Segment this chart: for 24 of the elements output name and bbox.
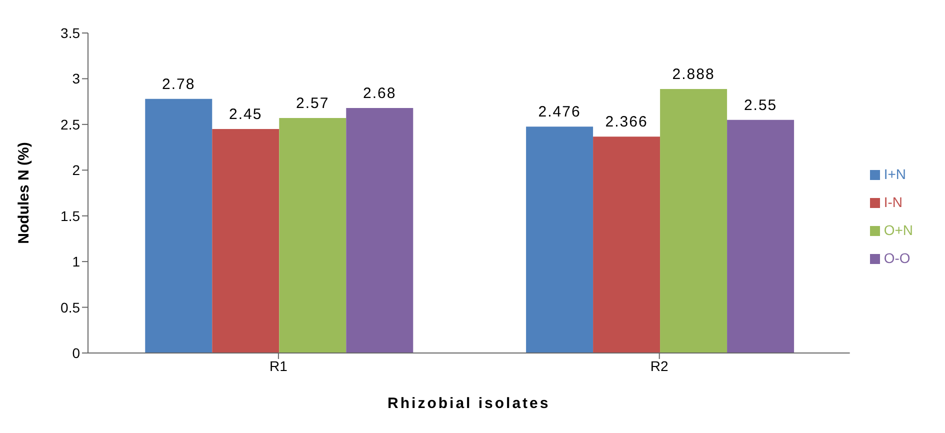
y-tick-label: 0: [72, 344, 80, 361]
x-tick-label: R2: [650, 358, 669, 374]
data-label: 2.476: [538, 104, 581, 121]
x-tick-label: R1: [270, 358, 288, 374]
legend-label: I-N: [884, 194, 902, 210]
legend-label: O+N: [884, 222, 913, 238]
data-label: 2.57: [296, 95, 330, 112]
legend-label: I+N: [884, 166, 906, 182]
x-axis-title: Rhizobial isolates: [388, 395, 550, 412]
legend-label: O-O: [884, 250, 910, 266]
y-tick-label: 1: [72, 254, 80, 270]
data-label: 2.45: [229, 106, 262, 123]
data-label: 2.366: [605, 114, 648, 131]
data-label: 2.888: [672, 66, 715, 83]
y-tick-label: 2.5: [60, 116, 80, 132]
data-label: 2.78: [162, 76, 196, 93]
y-tick-label: 0.5: [60, 299, 80, 316]
data-label: 2.68: [363, 84, 396, 102]
y-tick-label: 1.5: [60, 208, 80, 224]
y-tick-label: 2: [72, 162, 80, 178]
y-axis-title: Nodules N (%): [15, 142, 32, 244]
y-tick-label: 3: [72, 70, 80, 87]
y-tick-label: 3.5: [60, 24, 80, 41]
data-label: 2.55: [744, 96, 778, 114]
